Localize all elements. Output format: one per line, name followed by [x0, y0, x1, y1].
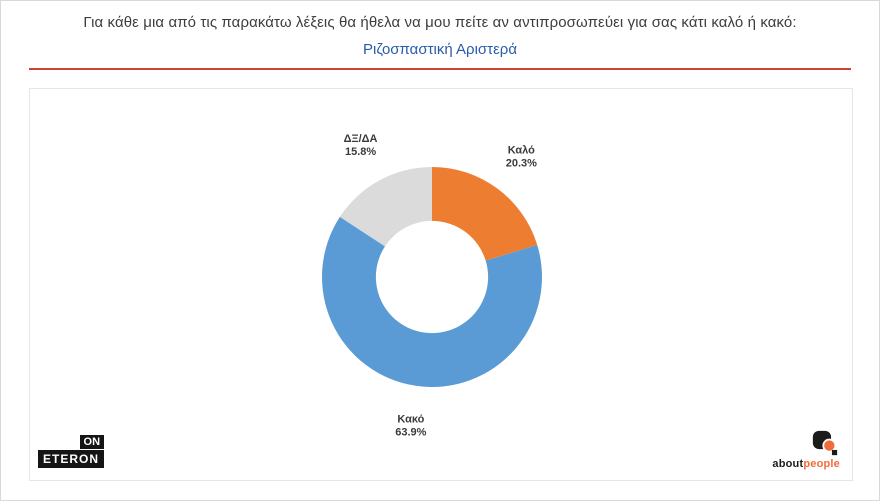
donut-slice-1 [321, 216, 542, 388]
aboutpeople-text-orange: people [803, 458, 840, 470]
eteron-logo-on: ON [79, 435, 105, 449]
title-divider [29, 68, 851, 70]
slice-label-0: Καλό 20.3% [506, 144, 537, 169]
aboutpeople-text-black: about [772, 458, 804, 470]
chart-subtitle: Ριζοσπαστική Αριστερά [363, 41, 517, 58]
donut-chart: Καλό 20.3% Κακό 63.9% ΔΞ/ΔΑ 15.8% [321, 133, 542, 439]
eteron-logo-name: ETERON [38, 450, 105, 468]
aboutpeople-wordmark: aboutpeople [772, 458, 840, 470]
slice-label-2: ΔΞ/ΔΑ 15.8% [344, 133, 378, 158]
aboutpeople-icon [812, 430, 838, 456]
slice-label-1: Κακό 63.9% [395, 414, 426, 439]
eteron-logo: ON ETERON [38, 435, 105, 468]
donut-slice-0 [432, 167, 538, 261]
survey-question-title: Για κάθε μια από τις παρακάτω λέξεις θα … [83, 14, 797, 31]
chart-panel: Καλό 20.3% Κακό 63.9% ΔΞ/ΔΑ 15.8% ON ETERON a… [29, 88, 853, 481]
donut-slice-2 [339, 167, 432, 247]
aboutpeople-logo: aboutpeople [772, 430, 840, 470]
